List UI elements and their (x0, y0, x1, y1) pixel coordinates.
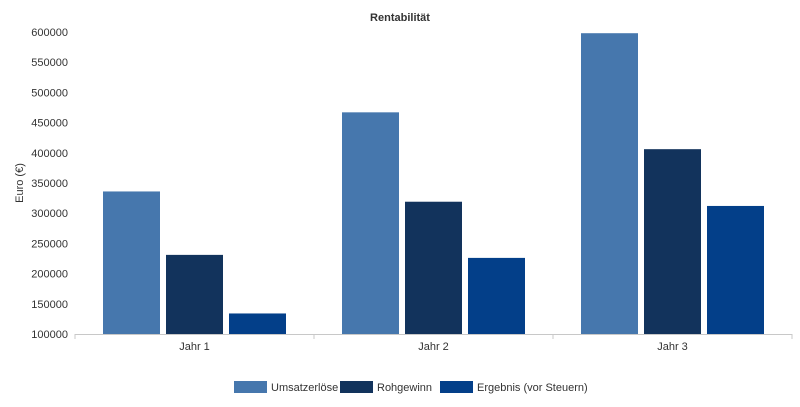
legend-label: Umsatzerlöse (271, 382, 338, 394)
y-tick-label: 450000 (31, 118, 68, 130)
y-tick-label: 250000 (31, 238, 68, 250)
legend-swatch (340, 381, 373, 393)
bar-3-1 (229, 313, 286, 334)
y-tick-label: 100000 (31, 329, 68, 341)
y-tick-label: 400000 (31, 148, 68, 160)
legend-swatch (440, 381, 473, 393)
y-axis: 100000 150000 200000 250000 300000 350000 4000… (31, 27, 68, 341)
bar-1-1 (103, 191, 160, 334)
y-tick-label: 300000 (31, 208, 68, 220)
legend-label: Ergebnis (vor Steuern) (477, 382, 588, 394)
bar-3-2 (468, 257, 525, 334)
legend: Umsatzerlöse Rohgewinn Ergebnis (vor Steue… (234, 381, 588, 394)
legend-label: Rohgewinn (377, 382, 432, 394)
bar-2-1 (166, 254, 223, 334)
bar-1-3 (581, 33, 638, 334)
x-axis: Jahr 1 Jahr 2 Jahr 3 (74, 334, 793, 353)
bar-2-2 (405, 201, 462, 334)
bars-group (103, 33, 764, 334)
bar-2-3 (644, 149, 701, 334)
legend-swatch (234, 381, 267, 393)
y-tick-label: 500000 (31, 87, 68, 99)
x-tick-label: Jahr 3 (657, 341, 688, 353)
y-tick-label: 350000 (31, 178, 68, 190)
y-tick-label: 550000 (31, 57, 68, 69)
bar-1-2 (342, 112, 399, 334)
x-tick-label: Jahr 2 (418, 341, 449, 353)
y-axis-label: Euro (€) (14, 163, 26, 203)
bar-3-3 (707, 205, 764, 334)
chart-title: Rentabilität (370, 12, 430, 24)
x-tick-label: Jahr 1 (179, 341, 210, 353)
y-tick-label: 600000 (31, 27, 68, 39)
y-tick-label: 200000 (31, 269, 68, 281)
y-tick-label: 150000 (31, 299, 68, 311)
